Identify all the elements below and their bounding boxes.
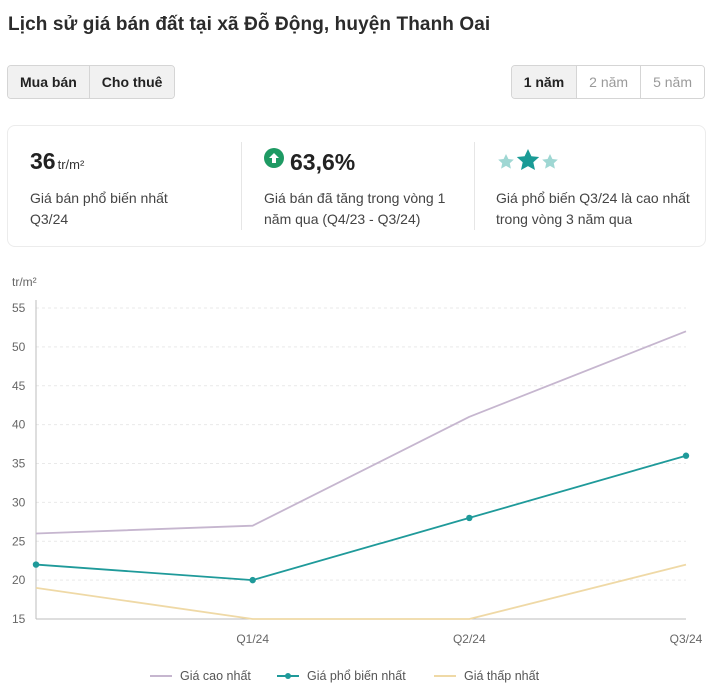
y-tick-label: 20 [12,573,26,587]
tab-cho-thue[interactable]: Cho thuê [89,66,175,98]
y-tick-label: 25 [12,534,26,548]
star-icon [498,154,514,169]
stat-divider [241,142,242,230]
series-common-point [249,576,256,584]
legend-item-low: Giá thấp nhất [434,669,540,683]
x-tick-label: Q3/24 [670,632,703,646]
listing-type-toggle: Mua bán Cho thuê [7,65,176,99]
series-common-point [682,452,690,459]
price-unit: tr/m² [57,157,85,172]
stat-common-price-value: 36 tr/m² [30,148,85,174]
stat-common-price-desc: Giá bán phổ biến nhất Q3/24 [30,190,168,227]
page-title: Lịch sử giá bán đất tại xã Đỗ Động, huyệ… [8,14,491,35]
star-icon [542,154,558,169]
x-tick-label: Q2/24 [453,632,486,646]
tab-2-years[interactable]: 2 năm [577,66,642,98]
star-icon [516,149,540,170]
stat-common-price: 36 tr/m² Giá bán phổ biến nhất Q3/24 [30,126,240,246]
legend-item-common: Giá phổ biến nhất [277,669,406,683]
stat-rating-desc: Giá phổ biến Q3/24 là cao nhất trong vòn… [496,190,690,227]
series-common-point [466,514,473,522]
tab-mua-ban[interactable]: Mua bán [8,66,90,98]
series-common-point [32,561,40,568]
y-tick-label: 50 [12,340,26,354]
price-history-chart: tr/m² 15 20 25 30 35 40 45 50 55 Q1/24 Q2/24 Q3/24 [12,275,703,646]
stat-price-change: 63,6% Giá bán đã tăng trong vòng 1 năm q… [264,126,479,246]
x-tick-label: Q1/24 [236,632,269,646]
y-tick-label: 55 [12,301,26,315]
y-tick-label: 45 [12,379,26,393]
y-axis-label: tr/m² [12,275,37,289]
series-low-line [35,563,687,620]
tab-1-year[interactable]: 1 năm [511,66,578,98]
series-common-line [35,454,687,582]
y-tick-label: 15 [12,612,26,626]
stat-price-change-value: 63,6% [264,148,355,176]
series-high-line [35,330,687,535]
stat-rating: Giá phổ biến Q3/24 là cao nhất trong vòn… [496,126,701,246]
tab-5-years[interactable]: 5 năm [641,66,704,98]
stat-divider [474,142,475,230]
arrow-up-circle-icon [264,148,284,168]
y-tick-label: 30 [12,495,26,509]
legend-item-high: Giá cao nhất [150,669,251,683]
chart-legend: Giá cao nhất Giá phổ biến nhất Giá thấp … [0,669,720,689]
time-range-toggle: 1 năm 2 năm 5 năm [510,65,705,99]
y-tick-label: 35 [12,457,26,471]
stats-card: 36 tr/m² Giá bán phổ biến nhất Q3/24 63,6… [7,125,706,247]
stars-icon [496,148,560,179]
y-tick-label: 40 [12,418,26,432]
stat-price-change-desc: Giá bán đã tăng trong vòng 1 năm qua (Q4… [264,190,446,227]
